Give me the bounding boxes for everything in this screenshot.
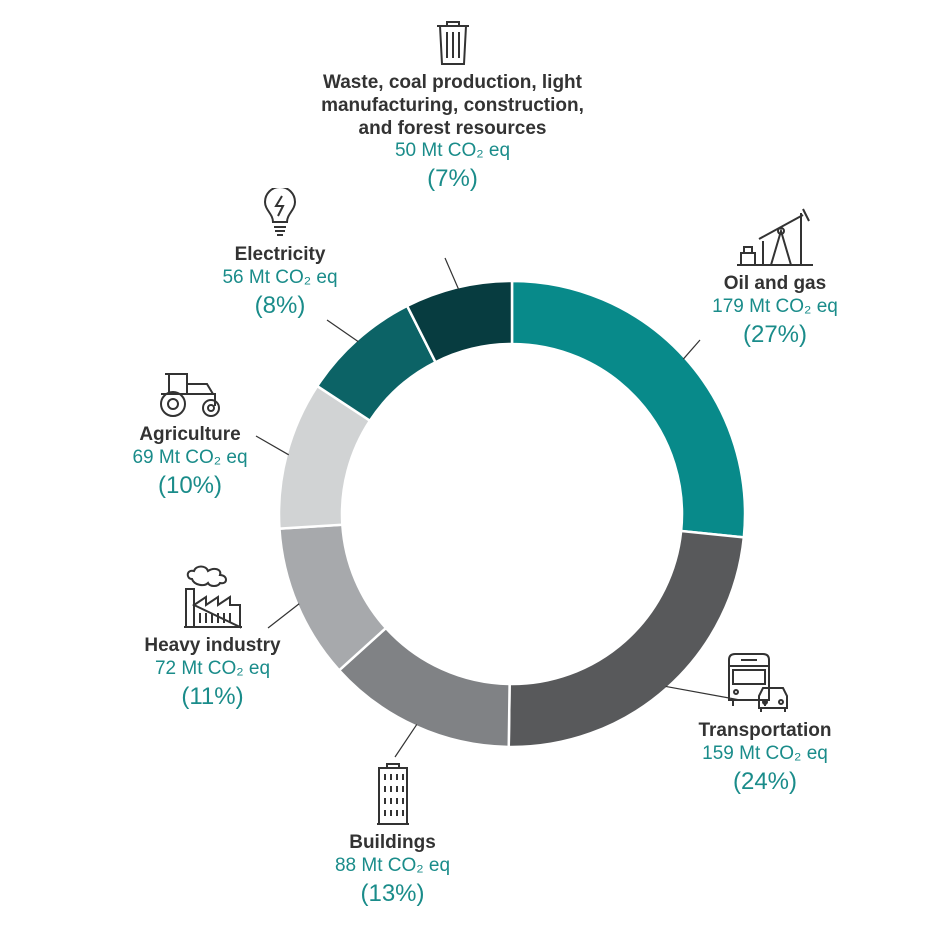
slice-value: 72 Mt CO₂ eq — [154, 657, 271, 679]
slice-value: 50 Mt CO₂ eq — [394, 140, 511, 162]
donut-slice — [405, 279, 514, 364]
leader-line — [444, 257, 460, 290]
leader-line — [326, 319, 359, 343]
slice-name: Buildings — [349, 832, 436, 853]
slice-name: Agriculture — [139, 424, 241, 445]
slice-value: 179 Mt CO₂ eq — [712, 295, 838, 317]
oil-pump-icon — [737, 208, 813, 266]
label-electricity: Electricity 56 Mt CO₂ eq (8%) — [175, 188, 385, 320]
lightbulb-icon — [263, 188, 297, 236]
tractor-icon — [160, 373, 220, 417]
label-transportation: Transportation 159 Mt CO₂ eq (24%) — [665, 652, 865, 796]
trash-can-icon — [436, 21, 469, 65]
slice-value: 69 Mt CO₂ eq — [132, 446, 248, 468]
label-buildings: Buildings 88 Mt CO₂ eq (13%) — [290, 762, 495, 908]
leader-line — [394, 724, 418, 758]
slice-name: Oil and gas — [723, 273, 827, 294]
slice-percent: (10%) — [157, 471, 223, 499]
label-agriculture: Agriculture 69 Mt CO₂ eq (10%) — [95, 368, 285, 500]
leader-line — [682, 339, 701, 360]
label-oil-and-gas: Oil and gas 179 Mt CO₂ eq (27%) — [665, 205, 885, 349]
slice-name: Electricity — [234, 244, 326, 265]
factory-icon — [183, 565, 242, 629]
slice-value: 159 Mt CO₂ eq — [702, 742, 828, 764]
slice-percent: (27%) — [742, 320, 808, 348]
slice-value: 88 Mt CO₂ eq — [334, 854, 451, 876]
slice-percent: (7%) — [427, 165, 478, 193]
label-heavy-industry: Heavy industry 72 Mt CO₂ eq (11%) — [110, 565, 315, 711]
building-icon — [376, 763, 409, 825]
slice-name: Heavy industry — [144, 635, 281, 656]
label-waste: Waste, coal production, light manufactur… — [320, 18, 585, 194]
slice-percent: (13%) — [360, 879, 425, 907]
slice-percent: (24%) — [732, 767, 798, 795]
slice-value: 56 Mt CO₂ eq — [222, 266, 338, 288]
leader-line — [665, 685, 741, 701]
slice-name: Transportation — [698, 720, 832, 741]
leader-line — [267, 603, 300, 629]
slice-name: Waste, coal production, light manufactur… — [321, 72, 584, 139]
slice-percent: (8%) — [254, 291, 306, 319]
bus-car-icon — [728, 653, 788, 712]
leader-line — [255, 435, 290, 456]
slice-percent: (11%) — [181, 682, 244, 710]
